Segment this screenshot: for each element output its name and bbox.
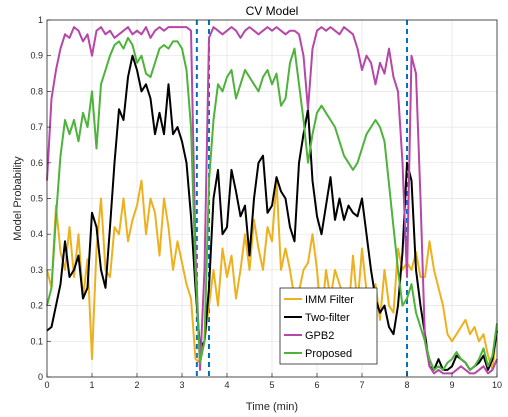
series-line-proposed xyxy=(46,36,498,371)
x-tick-label: 4 xyxy=(224,380,229,390)
y-tick-label: 0.4 xyxy=(30,229,43,239)
legend-label: GPB2 xyxy=(305,330,334,342)
y-tick-label: 0.2 xyxy=(30,301,43,311)
x-tick-label: 2 xyxy=(134,380,139,390)
y-tick-label: 0 xyxy=(38,372,43,382)
x-tick-label: 3 xyxy=(179,380,184,390)
x-tick-label: 6 xyxy=(314,380,319,390)
y-tick-label: 0.9 xyxy=(30,51,43,61)
y-tick-label: 0.3 xyxy=(30,265,43,275)
series-line-gpb2 xyxy=(46,26,498,375)
series-layer xyxy=(46,26,498,375)
x-tick-label: 9 xyxy=(449,380,454,390)
legend-label: IMM Filter xyxy=(305,294,354,306)
legend-box xyxy=(279,287,378,365)
y-axis-label: Model Probability xyxy=(12,156,24,241)
y-tick-label: 0.8 xyxy=(30,86,43,96)
y-tick-label: 0.5 xyxy=(30,194,43,204)
y-tick-label: 0.7 xyxy=(30,122,43,132)
x-tick-label: 7 xyxy=(359,380,364,390)
x-tick-label: 1 xyxy=(89,380,94,390)
y-tick-label: 0.1 xyxy=(30,336,43,346)
legend-label: Two-filter xyxy=(305,312,350,324)
x-tick-label: 0 xyxy=(44,380,49,390)
y-tick-label: 0.6 xyxy=(30,158,43,168)
axis-ticks: 0 1 2 3 4 5 6 7 8 9 10 0 0.1 0.2 0.3 0.4 0.5 0.6 0.7 0.8 0.9… xyxy=(30,15,502,390)
x-tick-label: 5 xyxy=(269,380,274,390)
legend: IMM Filter Two-filter GPB2 Proposed xyxy=(279,287,378,365)
x-axis-label: Time (min) xyxy=(246,401,298,413)
legend-label: Proposed xyxy=(305,348,352,360)
series-line-two-filter xyxy=(46,54,498,371)
y-tick-label: 1 xyxy=(38,15,43,25)
x-tick-label: 8 xyxy=(404,380,409,390)
chart-title: CV Model xyxy=(246,4,299,18)
x-tick-label: 10 xyxy=(492,380,502,390)
